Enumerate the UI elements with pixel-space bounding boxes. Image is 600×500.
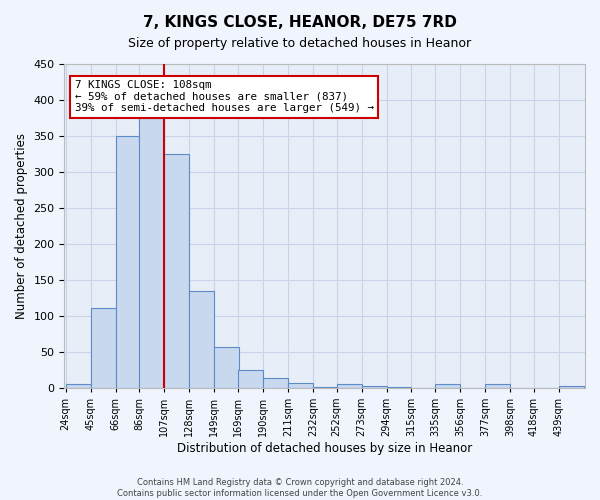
Bar — [386, 387, 412, 388]
Bar — [164, 154, 189, 388]
X-axis label: Distribution of detached houses by size in Heanor: Distribution of detached houses by size … — [177, 442, 472, 455]
Text: 7, KINGS CLOSE, HEANOR, DE75 7RD: 7, KINGS CLOSE, HEANOR, DE75 7RD — [143, 15, 457, 30]
Bar — [214, 347, 239, 388]
Bar — [139, 118, 164, 388]
Bar — [65, 384, 91, 388]
Bar — [485, 384, 510, 388]
Bar — [362, 386, 386, 388]
Y-axis label: Number of detached properties: Number of detached properties — [15, 133, 28, 319]
Bar — [189, 290, 214, 388]
Bar — [559, 386, 584, 388]
Bar — [288, 383, 313, 388]
Bar — [337, 384, 362, 388]
Bar — [116, 136, 140, 388]
Bar — [313, 387, 338, 388]
Bar — [435, 384, 460, 388]
Bar — [263, 378, 288, 388]
Text: 7 KINGS CLOSE: 108sqm
← 59% of detached houses are smaller (837)
39% of semi-det: 7 KINGS CLOSE: 108sqm ← 59% of detached … — [75, 80, 374, 114]
Text: Contains HM Land Registry data © Crown copyright and database right 2024.
Contai: Contains HM Land Registry data © Crown c… — [118, 478, 482, 498]
Bar — [238, 370, 263, 388]
Bar — [91, 308, 116, 388]
Text: Size of property relative to detached houses in Heanor: Size of property relative to detached ho… — [128, 38, 472, 51]
